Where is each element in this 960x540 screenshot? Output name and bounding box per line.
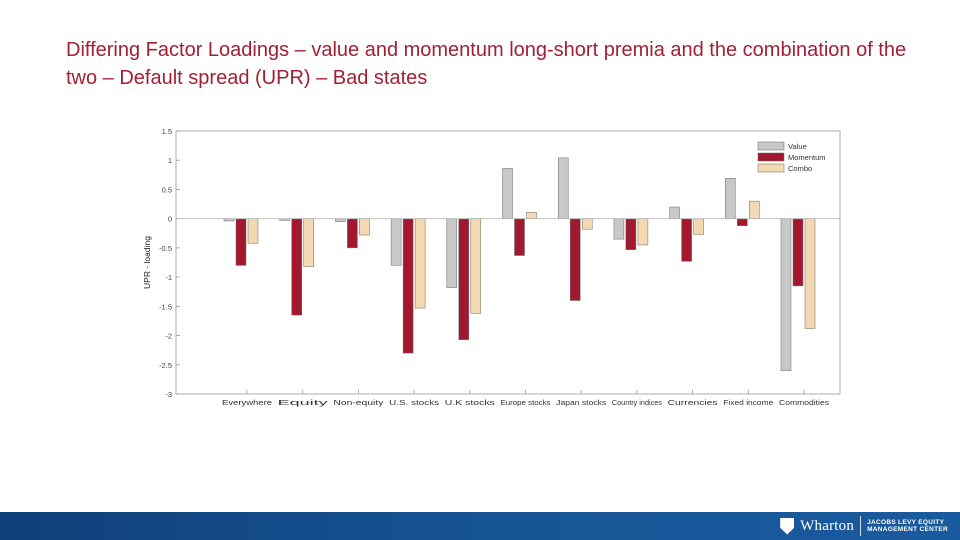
x-tick-label: Non-equity [333, 398, 383, 407]
y-tick-label: -2.5 [159, 361, 172, 370]
wharton-logo: Wharton JACOBS LEVY EQUITY MANAGEMENT CE… [780, 515, 948, 537]
bar-momentum [514, 218, 525, 256]
bar-combo [526, 211, 537, 219]
bar-combo [414, 218, 426, 309]
bar-combo [804, 218, 816, 329]
legend-label: Value [788, 142, 807, 151]
x-tick-label: Japan stocks [556, 398, 606, 407]
bar-value [390, 218, 402, 266]
center-name-line2: MANAGEMENT CENTER [867, 526, 948, 533]
x-tick-label: Country indices [612, 398, 662, 407]
bar-combo [637, 218, 649, 246]
bar-momentum [291, 218, 302, 316]
bar-momentum [681, 218, 692, 262]
bar-momentum [737, 218, 748, 226]
bar-combo [693, 218, 704, 235]
bar-value [780, 218, 792, 371]
bar-momentum [347, 218, 358, 249]
legend-label: Momentum [788, 153, 826, 162]
legend-swatch [757, 141, 785, 151]
y-tick-label: -1 [165, 273, 172, 282]
center-name-line1: JACOBS LEVY EQUITY [867, 519, 945, 526]
x-tick-label: Equity [278, 398, 329, 407]
x-tick-label: Fixed income [723, 398, 773, 407]
x-tick-label: Commodities [779, 398, 829, 407]
x-tick-label: Currencies [668, 398, 718, 407]
plot-frame [175, 130, 841, 395]
slide-title: Differing Factor Loadings – value and mo… [66, 39, 907, 89]
bar-combo [470, 218, 482, 314]
bar-value [335, 218, 346, 222]
bar-value [557, 157, 569, 219]
y-tick-label: -0.5 [159, 244, 172, 253]
y-tick-label: -1.5 [159, 302, 172, 311]
bar-value [725, 178, 736, 219]
footer-bar: Wharton JACOBS LEVY EQUITY MANAGEMENT CE… [0, 512, 960, 540]
x-tick-label: U.K stocks [445, 398, 495, 407]
logo-divider [860, 516, 862, 536]
x-tick-label: Everywhere [222, 398, 272, 407]
bar-value [502, 168, 513, 219]
x-tick-label: Europe stocks [501, 398, 551, 407]
y-tick-label: -3 [165, 390, 172, 399]
legend-label: Combo [788, 164, 812, 173]
bar-momentum [402, 218, 414, 354]
bar-momentum [235, 218, 247, 266]
bar-combo [359, 218, 370, 236]
bar-value [446, 218, 458, 288]
bar-value [669, 206, 680, 219]
shield-icon [780, 517, 795, 535]
bar-combo [247, 218, 259, 244]
bar-momentum [569, 218, 581, 301]
y-tick-label: 1 [168, 156, 172, 165]
factor-loadings-chart: 1.5 1 0.5 0 -0.5 -1 -1.5 -2 -2.5 -3 UPR - loading E… [142, 127, 841, 407]
y-tick-label: 1.5 [162, 127, 172, 136]
y-tick-label: 0.5 [162, 185, 172, 194]
bar-combo [581, 218, 593, 230]
bar-momentum [458, 218, 470, 340]
y-tick-label: 0 [168, 215, 172, 224]
legend-swatch [757, 152, 785, 162]
y-tick-label: -2 [165, 332, 172, 341]
center-name: JACOBS LEVY EQUITY MANAGEMENT CENTER [867, 519, 948, 533]
x-tick-label: U.S. stocks [389, 398, 439, 407]
bar-combo [749, 200, 760, 219]
legend-swatch [757, 163, 785, 173]
bar-momentum [792, 218, 804, 287]
y-axis-label: UPR - loading [142, 236, 152, 289]
bar-combo [303, 218, 314, 267]
brand-name: Wharton [800, 517, 855, 534]
bar-value [613, 218, 625, 240]
bar-momentum [625, 218, 637, 250]
